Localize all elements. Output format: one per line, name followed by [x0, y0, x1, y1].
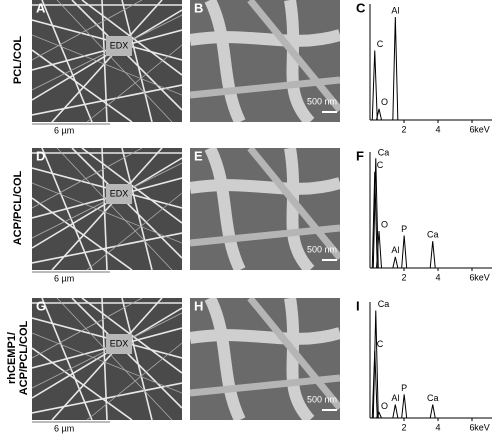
peak — [401, 394, 408, 419]
peak-label: C — [377, 39, 384, 49]
peak-label: P — [401, 224, 407, 234]
axis-unit: keV — [474, 422, 490, 432]
peak — [392, 16, 399, 121]
peak-label: Al — [391, 5, 399, 15]
row-label: ACP/PCL/COL — [12, 170, 24, 245]
sem-image — [32, 0, 182, 122]
scale-label: 500 nm — [307, 394, 337, 404]
scale-label: 6 µm — [54, 423, 74, 433]
edx-box — [106, 36, 132, 56]
tick-label: 4 — [435, 422, 440, 432]
sem-image — [32, 148, 182, 270]
tick-label: 6 — [469, 272, 474, 282]
peak-label: Ca — [427, 229, 439, 239]
edx-label: EDX — [110, 40, 129, 50]
peak-label: P — [401, 383, 407, 393]
peak-label: O — [381, 401, 388, 411]
peak-label: O — [381, 97, 388, 107]
panel-letter: D — [36, 148, 45, 163]
tick-label: 2 — [401, 272, 406, 282]
peak-label: C — [377, 339, 384, 349]
peak — [429, 404, 436, 419]
peak — [371, 50, 378, 121]
edx-label: EDX — [110, 338, 129, 348]
panel-letter: G — [36, 298, 46, 313]
peak — [372, 158, 379, 269]
edx-label: EDX — [110, 188, 129, 198]
peak — [376, 108, 382, 121]
scale-label: 6 µm — [54, 273, 74, 283]
peak — [376, 231, 383, 269]
peak-label: Ca — [378, 147, 390, 157]
peak-label: O — [381, 219, 388, 229]
peak — [429, 241, 436, 269]
scale-label: 500 nm — [307, 244, 337, 254]
peak-label: Al — [391, 393, 399, 403]
peak — [371, 171, 378, 269]
tick-label: 4 — [435, 272, 440, 282]
tick-label: 6 — [469, 124, 474, 134]
sem-image — [32, 298, 182, 420]
peak — [372, 310, 379, 419]
peak — [371, 350, 378, 419]
tick-label: 2 — [401, 422, 406, 432]
scale-label: 500 nm — [307, 96, 337, 106]
axis-unit: keV — [474, 124, 490, 134]
peak-label: C — [377, 160, 384, 170]
tick-label: 2 — [401, 124, 406, 134]
peak — [392, 256, 399, 269]
row-label: rhCEMP1/ — [6, 332, 18, 384]
panel-letter: C — [356, 0, 366, 15]
peak-label: Ca — [427, 393, 439, 403]
tick-label: 4 — [435, 124, 440, 134]
peak — [376, 411, 382, 419]
panel-letter: B — [194, 0, 203, 15]
panel-letter: F — [356, 148, 364, 163]
row-label: ACP/PCL/COL — [18, 320, 30, 395]
peak-label: Ca — [378, 299, 390, 309]
panel-letter: A — [36, 0, 46, 15]
peak — [401, 235, 408, 269]
peak-label: Al — [391, 245, 399, 255]
row-label: PCL/COL — [12, 36, 24, 85]
edx-box — [106, 184, 132, 204]
axis-unit: keV — [474, 272, 490, 282]
tick-label: 6 — [469, 422, 474, 432]
peak — [392, 404, 399, 419]
scale-label: 6 µm — [54, 125, 74, 135]
panel-letter: I — [356, 298, 360, 313]
edx-box — [106, 334, 132, 354]
panel-letter: H — [194, 298, 203, 313]
panel-letter: E — [194, 148, 203, 163]
